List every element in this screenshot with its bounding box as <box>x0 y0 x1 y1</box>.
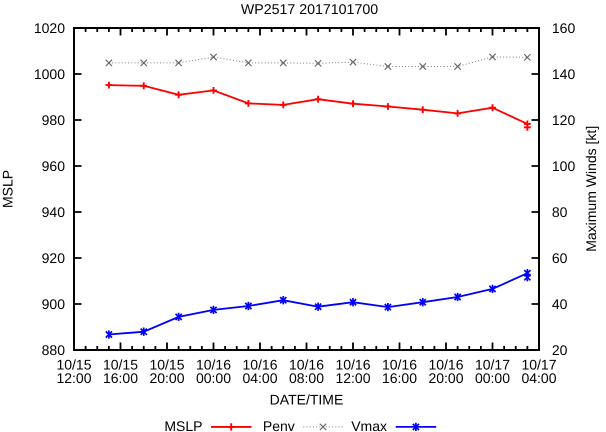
svg-text:16:00: 16:00 <box>103 370 138 386</box>
svg-text:920: 920 <box>42 250 66 266</box>
svg-text:Penv: Penv <box>263 418 295 432</box>
svg-text:04:00: 04:00 <box>521 370 556 386</box>
svg-text:MSLP: MSLP <box>164 418 202 432</box>
svg-text:960: 960 <box>42 158 66 174</box>
svg-text:08:00: 08:00 <box>289 370 324 386</box>
svg-text:12:00: 12:00 <box>56 370 91 386</box>
svg-text:10/16: 10/16 <box>242 356 277 372</box>
svg-text:12:00: 12:00 <box>335 370 370 386</box>
svg-text:WP2517 2017101700: WP2517 2017101700 <box>241 2 378 18</box>
svg-text:10/16: 10/16 <box>289 356 324 372</box>
svg-text:04:00: 04:00 <box>242 370 277 386</box>
svg-text:10/16: 10/16 <box>196 356 231 372</box>
svg-text:100: 100 <box>552 158 576 174</box>
svg-text:40: 40 <box>552 296 568 312</box>
svg-text:MSLP: MSLP <box>0 170 16 208</box>
svg-text:1000: 1000 <box>34 66 65 82</box>
svg-text:140: 140 <box>552 66 576 82</box>
svg-text:1020: 1020 <box>34 20 65 36</box>
svg-text:980: 980 <box>42 112 66 128</box>
svg-text:940: 940 <box>42 204 66 220</box>
svg-text:20:00: 20:00 <box>149 370 184 386</box>
svg-text:10/16: 10/16 <box>335 356 370 372</box>
svg-text:10/15: 10/15 <box>103 356 138 372</box>
svg-text:10/15: 10/15 <box>149 356 184 372</box>
svg-text:16:00: 16:00 <box>382 370 417 386</box>
svg-text:10/17: 10/17 <box>521 356 556 372</box>
svg-text:80: 80 <box>552 204 568 220</box>
svg-text:10/17: 10/17 <box>475 356 510 372</box>
svg-text:880: 880 <box>42 342 66 358</box>
svg-text:120: 120 <box>552 112 576 128</box>
svg-text:10/15: 10/15 <box>56 356 91 372</box>
svg-text:00:00: 00:00 <box>196 370 231 386</box>
svg-text:10/16: 10/16 <box>428 356 463 372</box>
svg-text:20:00: 20:00 <box>428 370 463 386</box>
svg-text:60: 60 <box>552 250 568 266</box>
svg-text:00:00: 00:00 <box>475 370 510 386</box>
svg-text:Vmax: Vmax <box>351 418 387 432</box>
svg-text:Maximum Winds [kt]: Maximum Winds [kt] <box>583 126 599 252</box>
svg-text:20: 20 <box>552 342 568 358</box>
svg-text:DATE/TIME: DATE/TIME <box>270 391 344 407</box>
svg-text:160: 160 <box>552 20 576 36</box>
svg-text:900: 900 <box>42 296 66 312</box>
svg-text:10/16: 10/16 <box>382 356 417 372</box>
